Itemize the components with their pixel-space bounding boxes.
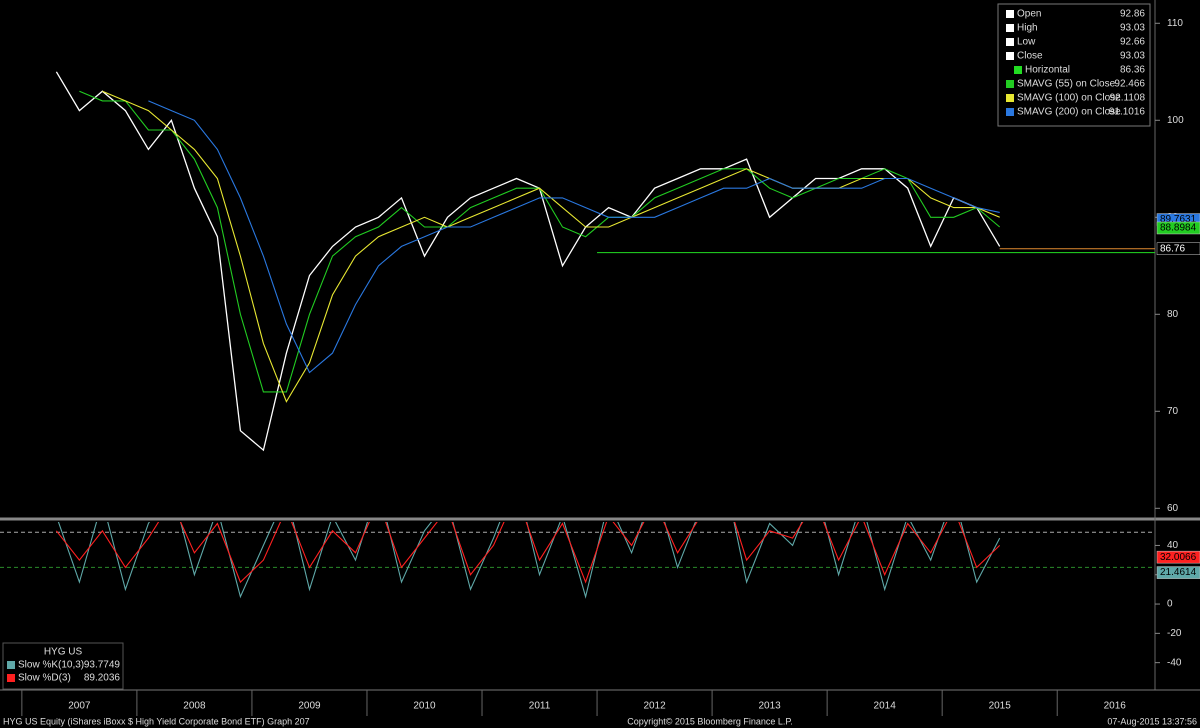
legend-value: 92.466 (1114, 79, 1145, 90)
legend-swatch (1006, 108, 1014, 116)
x-tick-label: 2011 (529, 701, 551, 712)
legend-swatch (1006, 10, 1014, 18)
footer-right: 07-Aug-2015 13:37:56 (1107, 716, 1197, 726)
legend-value: 86.36 (1120, 65, 1145, 76)
x-tick-label: 2007 (68, 701, 91, 712)
legend-box (997, 3, 1151, 127)
x-tick-label: 2016 (1104, 701, 1127, 712)
legend-label: Horizontal (1025, 65, 1070, 76)
legend-value: 93.7749 (84, 660, 121, 671)
legend-value: 93.03 (1120, 51, 1145, 62)
legend-label: SMAVG (55) on Close (1017, 79, 1116, 90)
y-tick-label: 80 (1167, 309, 1179, 320)
y-tick-label: 0 (1167, 599, 1173, 610)
x-tick-label: 2013 (758, 701, 781, 712)
legend-value: 89.2036 (84, 673, 121, 684)
legend-label: SMAVG (200) on Close (1017, 107, 1121, 118)
legend-value: 92.66 (1120, 37, 1145, 48)
legend-swatch (7, 661, 15, 669)
y-tick-label: 40 (1167, 540, 1179, 551)
legend-label: Slow %K(10,3) (18, 660, 84, 671)
series-line (148, 100, 1000, 374)
legend-swatch (7, 674, 15, 682)
legend-label: Slow %D(3) (18, 673, 71, 684)
legend-swatch (1014, 66, 1022, 74)
oscillator-title: HYG US (44, 647, 83, 658)
legend-label: Close (1017, 51, 1043, 62)
y-tick-label: -20 (1167, 628, 1182, 639)
y-tick-label: 70 (1167, 406, 1179, 417)
x-tick-label: 2008 (183, 701, 206, 712)
legend-swatch (1006, 94, 1014, 102)
y-tick-label: 100 (1167, 115, 1184, 126)
axis-value-box (1156, 221, 1200, 235)
footer-center: Copyright© 2015 Bloomberg Finance L.P. (627, 716, 793, 726)
axis-value-box (1156, 566, 1200, 579)
y-tick-label: -40 (1167, 657, 1182, 668)
footer-left: HYG US Equity (iShares iBoxx $ High Yiel… (3, 716, 310, 726)
x-tick-label: 2009 (298, 701, 321, 712)
legend-swatch (1006, 38, 1014, 46)
legend-value: 91.1016 (1109, 107, 1146, 118)
plot-area (55, 71, 1155, 452)
legend-label: High (1017, 23, 1038, 34)
oscillator-legend-box (2, 642, 124, 690)
x-tick-label: 2015 (989, 701, 1012, 712)
legend-value: 92.1108 (1110, 93, 1146, 104)
legend-label: Low (1017, 37, 1036, 48)
legend-value: 92.86 (1120, 9, 1145, 20)
legend-label: SMAVG (100) on Close (1017, 93, 1121, 104)
legend-swatch (1006, 80, 1014, 88)
series-line (55, 522, 1001, 584)
y-tick-label: 110 (1167, 18, 1183, 29)
axis-value-box (1156, 242, 1200, 255)
legend-swatch (1006, 52, 1014, 60)
y-tick-label: 60 (1167, 503, 1179, 514)
plot-area (0, 522, 1155, 599)
axis-value-label: 86.76 (1160, 243, 1185, 254)
footer-bar (0, 716, 1200, 728)
series-line (55, 71, 1001, 452)
axis-value-label: 32.0066 (1160, 552, 1197, 563)
axis-value-box (1156, 550, 1200, 564)
axis-value-label: 21.4614 (1160, 567, 1197, 578)
x-tick-label: 2012 (643, 701, 666, 712)
axis-value-label: 88.8984 (1160, 223, 1197, 234)
legend-label: Open (1017, 9, 1041, 20)
legend-swatch (1006, 24, 1014, 32)
legend-value: 93.03 (1120, 23, 1145, 34)
x-tick-label: 2014 (874, 701, 897, 712)
axis-value-label: 89.7631 (1160, 214, 1197, 225)
x-tick-label: 2010 (413, 701, 436, 712)
